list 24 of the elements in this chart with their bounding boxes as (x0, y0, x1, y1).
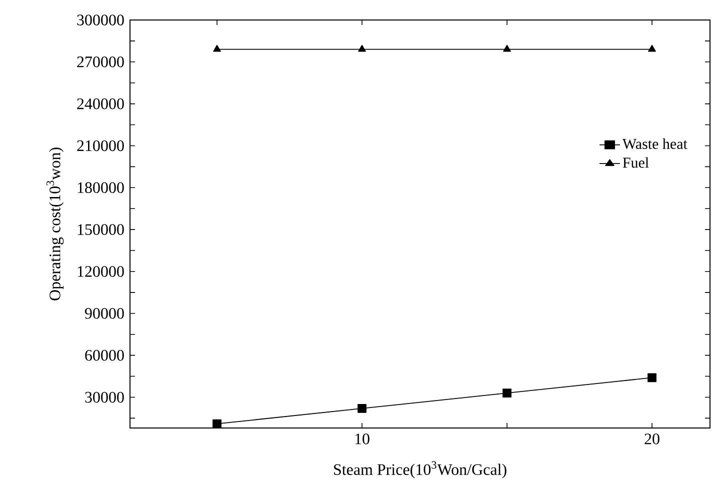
x-axis-title: Steam Price(10$^{3}$Won/Gcal) (334, 461, 506, 478)
point (213, 44, 221, 52)
point (648, 373, 656, 382)
point (358, 404, 366, 413)
point (648, 44, 656, 52)
y-tick-label: 240000 (77, 98, 124, 110)
y-tick-label: 300000 (77, 14, 124, 26)
legend-label: Waste heat (622, 138, 688, 150)
x-tick-label: 10 (355, 434, 370, 444)
y-tick-label: 210000 (77, 140, 124, 152)
y-tick-label: 150000 (78, 224, 124, 235)
y-axis-title: Operating cost(10$^{3}$won) (46, 148, 64, 300)
legend-label: Fuel (622, 157, 649, 168)
point (212, 419, 222, 428)
y-tick-label: 270000 (77, 56, 124, 68)
x-tick-label: 20 (644, 434, 660, 444)
y-tick-label: 30000 (85, 392, 124, 403)
y-tick-label: 90000 (84, 308, 124, 319)
point (502, 388, 512, 398)
point (358, 44, 366, 52)
y-tick-label: 120000 (78, 266, 124, 277)
point (503, 44, 511, 52)
y-tick-label: 180000 (78, 182, 124, 194)
y-tick-label: 60000 (85, 350, 124, 361)
